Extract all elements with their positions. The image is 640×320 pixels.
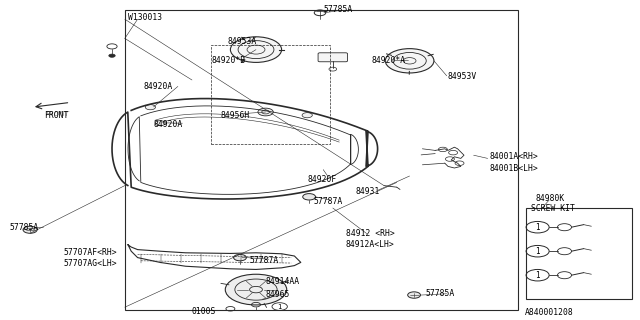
Text: 57787A: 57787A bbox=[250, 256, 279, 265]
Text: 84953A: 84953A bbox=[227, 37, 257, 46]
Text: 84920*B: 84920*B bbox=[211, 56, 245, 65]
Text: 84912 <RH>: 84912 <RH> bbox=[346, 229, 394, 238]
Text: W130013: W130013 bbox=[128, 13, 162, 22]
Text: 57785A: 57785A bbox=[426, 289, 455, 298]
Text: 84920F: 84920F bbox=[307, 175, 337, 184]
Text: 57707AG<LH>: 57707AG<LH> bbox=[64, 260, 118, 268]
Circle shape bbox=[234, 254, 246, 261]
Text: 1: 1 bbox=[535, 271, 540, 280]
Text: 57707AF<RH>: 57707AF<RH> bbox=[64, 248, 118, 257]
Circle shape bbox=[23, 226, 37, 233]
Text: 1: 1 bbox=[535, 247, 540, 256]
Text: 84920*A: 84920*A bbox=[371, 56, 405, 65]
Circle shape bbox=[303, 194, 316, 200]
Text: 84965: 84965 bbox=[266, 290, 290, 299]
Circle shape bbox=[145, 105, 156, 110]
Text: 84001A<RH>: 84001A<RH> bbox=[490, 152, 538, 161]
Bar bbox=[526, 208, 632, 299]
Text: 57785A: 57785A bbox=[323, 5, 353, 14]
Text: 84001B<LH>: 84001B<LH> bbox=[490, 164, 538, 172]
Text: 84980K: 84980K bbox=[535, 194, 564, 203]
Text: FRONT: FRONT bbox=[44, 111, 68, 120]
FancyBboxPatch shape bbox=[318, 53, 348, 62]
Circle shape bbox=[302, 113, 312, 118]
Circle shape bbox=[408, 292, 420, 298]
Circle shape bbox=[155, 121, 165, 126]
Circle shape bbox=[230, 37, 282, 62]
Text: 57787A: 57787A bbox=[314, 197, 343, 206]
Text: 84914AA: 84914AA bbox=[266, 277, 300, 286]
Circle shape bbox=[225, 274, 287, 305]
Text: FRONT: FRONT bbox=[45, 111, 70, 116]
Text: 84931: 84931 bbox=[355, 188, 380, 196]
Text: 84920A: 84920A bbox=[154, 120, 183, 129]
Text: 57785A: 57785A bbox=[10, 223, 39, 232]
Text: 84912A<LH>: 84912A<LH> bbox=[346, 240, 394, 249]
Text: 84956H: 84956H bbox=[221, 111, 250, 120]
Bar bbox=[125, 10, 518, 310]
Text: 84953V: 84953V bbox=[448, 72, 477, 81]
Text: 0100S: 0100S bbox=[192, 308, 216, 316]
Bar bbox=[211, 45, 330, 144]
Circle shape bbox=[109, 54, 115, 57]
Text: SCREW KIT: SCREW KIT bbox=[531, 204, 575, 212]
Circle shape bbox=[258, 108, 273, 116]
Text: 1: 1 bbox=[535, 223, 540, 232]
Text: 1: 1 bbox=[278, 304, 282, 309]
Text: A840001208: A840001208 bbox=[525, 308, 573, 317]
Circle shape bbox=[385, 49, 434, 73]
Text: 84920A: 84920A bbox=[144, 82, 173, 91]
